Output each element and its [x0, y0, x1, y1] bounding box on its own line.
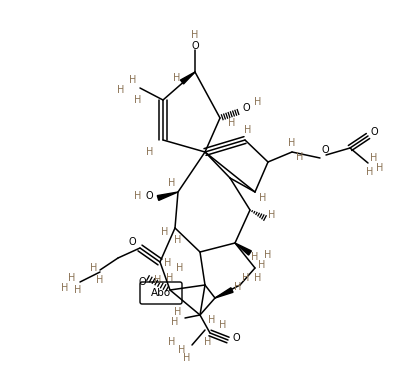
- Text: H: H: [134, 95, 142, 105]
- Text: H: H: [171, 317, 179, 327]
- Text: H: H: [244, 125, 252, 135]
- Polygon shape: [215, 288, 233, 298]
- Text: H: H: [254, 273, 262, 283]
- Text: H: H: [376, 163, 384, 173]
- Text: H: H: [161, 227, 169, 237]
- Text: H: H: [134, 191, 142, 201]
- Text: O: O: [191, 41, 199, 51]
- Text: H: H: [90, 263, 98, 273]
- Text: H: H: [258, 260, 266, 270]
- Text: H: H: [191, 30, 199, 40]
- Text: H: H: [164, 258, 172, 268]
- Text: H: H: [204, 337, 212, 347]
- Text: H: H: [117, 85, 125, 95]
- Text: O: O: [370, 127, 378, 137]
- Text: H: H: [178, 345, 186, 355]
- Text: H: H: [96, 275, 104, 285]
- Text: H: H: [208, 315, 216, 325]
- Text: Abo: Abo: [151, 288, 171, 298]
- Text: H: H: [268, 210, 276, 220]
- Text: O: O: [321, 145, 329, 155]
- Text: H: H: [154, 275, 162, 285]
- Polygon shape: [235, 243, 251, 255]
- Text: H: H: [174, 235, 182, 245]
- Text: O: O: [128, 237, 136, 247]
- Text: H: H: [251, 252, 259, 262]
- Text: H: H: [166, 273, 174, 283]
- Text: H: H: [254, 97, 262, 107]
- Text: H: H: [61, 283, 69, 293]
- Text: H: H: [168, 178, 176, 188]
- Text: H: H: [174, 307, 182, 317]
- Text: O: O: [242, 103, 250, 113]
- Polygon shape: [157, 192, 178, 201]
- Text: H: H: [242, 273, 250, 283]
- Text: H: H: [129, 75, 137, 85]
- Text: H: H: [229, 118, 236, 128]
- Text: H: H: [288, 138, 296, 148]
- Text: H: H: [69, 273, 76, 283]
- Text: H: H: [183, 353, 191, 363]
- Text: H: H: [234, 282, 242, 292]
- Text: H: H: [366, 167, 374, 177]
- Polygon shape: [181, 72, 195, 84]
- Text: H: H: [177, 263, 184, 273]
- Text: O: O: [145, 191, 153, 201]
- Text: H: H: [168, 337, 176, 347]
- Text: H: H: [219, 320, 226, 330]
- Text: O: O: [138, 277, 146, 287]
- FancyBboxPatch shape: [140, 282, 182, 304]
- Text: H: H: [146, 147, 154, 157]
- Text: H: H: [74, 285, 82, 295]
- Text: H: H: [370, 153, 378, 163]
- Text: O: O: [232, 333, 240, 343]
- Text: H: H: [173, 73, 181, 83]
- Text: H: H: [259, 193, 267, 203]
- Text: H: H: [296, 152, 304, 162]
- Text: H: H: [264, 250, 272, 260]
